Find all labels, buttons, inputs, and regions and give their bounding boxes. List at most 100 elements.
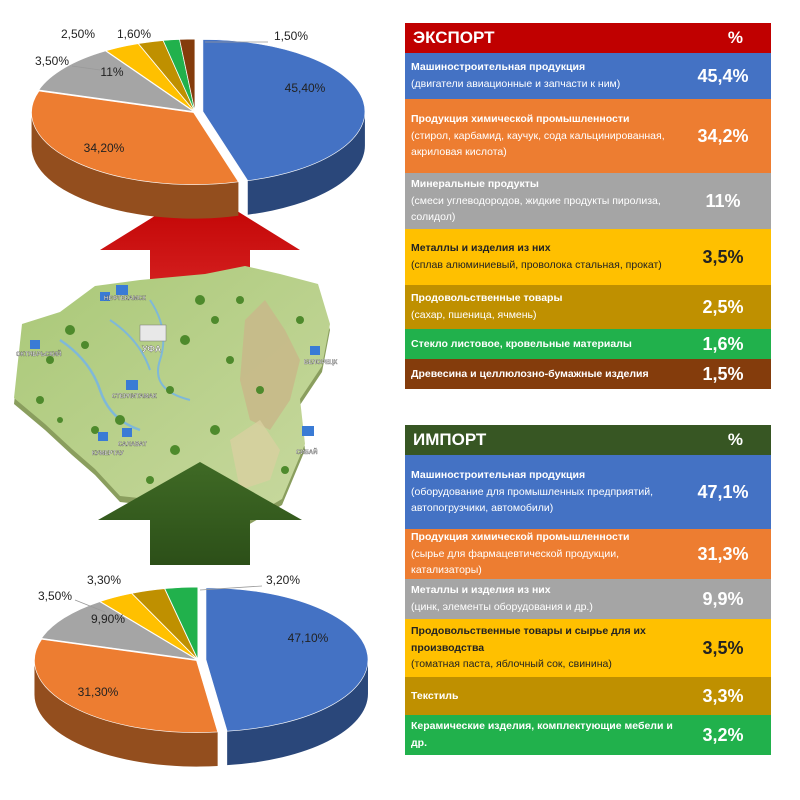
import-row: Машиностроительная продукция (оборудовани… xyxy=(405,455,771,529)
import-row-value: 3,5% xyxy=(702,637,744,658)
export-row: Продовольственные товары (сахар, пшеница,… xyxy=(405,285,771,329)
export-row-text: Древесина и целлюлозно-бумажные изделия xyxy=(411,366,683,383)
import-title: ИМПОРТ xyxy=(413,430,487,449)
export-row-value: 34,2% xyxy=(697,125,749,146)
import-row: Продовольственные товары и сырье для их … xyxy=(405,619,771,677)
import-row-detail: (томатная паста, яблочный сок, свинина) xyxy=(411,658,612,671)
pie-data-label: 34,20% xyxy=(84,141,125,155)
map-label-neftekamsk: НЕФТЕКАМСК xyxy=(104,296,146,302)
pie-data-label: 11% xyxy=(100,65,123,79)
pie-slice-side xyxy=(227,659,368,766)
pie-data-label: 3,50% xyxy=(35,54,69,68)
pie-slice-side xyxy=(247,111,365,215)
pie-leader-line xyxy=(74,599,106,613)
import-row: Текстиль 3,3% xyxy=(405,677,771,715)
pie-slice xyxy=(41,601,197,660)
import-row-title: Машиностроительная продукция xyxy=(411,468,586,481)
export-row-title: Металлы и изделия из них xyxy=(411,242,551,255)
pie-data-label: 3,20% xyxy=(266,573,300,587)
pie-slice xyxy=(99,593,198,660)
export-row-value: 11% xyxy=(705,190,741,211)
pie-data-label: 45,40% xyxy=(285,81,326,95)
pie-slice xyxy=(38,50,194,112)
export-row: Минеральные продукты (смеси углеводородов… xyxy=(405,173,771,229)
pie-leader-line xyxy=(199,585,263,591)
pie-data-label: 2,50% xyxy=(61,27,95,41)
import-pie-chart: 47,10% 31,30% 9,90% 3,50% 3,30% 3,20% xyxy=(34,573,369,767)
export-row-value: 45,4% xyxy=(697,65,749,86)
pie-slice xyxy=(179,38,196,112)
export-row-title: Машиностроительная продукция xyxy=(411,61,586,74)
map-label-sterlitamak: СТЕРЛИТАМАК xyxy=(112,394,157,400)
pie-slice xyxy=(34,639,219,733)
import-table: ИМПОРТ % Машиностроительная продукция (об… xyxy=(405,425,771,755)
pie-slice-side xyxy=(31,112,239,219)
import-row: Металлы и изделия из них (цинк, элементы … xyxy=(405,579,771,619)
export-row-value: 2,5% xyxy=(702,296,744,317)
pie-slice xyxy=(164,586,199,660)
pie-slice-side xyxy=(34,660,218,767)
import-row-text: Текстиль xyxy=(411,688,683,705)
import-row-text: Продовольственные товары и сырье для их … xyxy=(411,623,683,673)
import-row-detail: (оборудование для промышленных предприят… xyxy=(411,485,653,515)
export-row-text: Машиностроительная продукция (двигатели а… xyxy=(411,59,683,93)
pie-leader-line xyxy=(71,65,101,71)
export-row: Стекло листовое, кровельные материалы 1,6… xyxy=(405,329,771,359)
export-pie-chart: 45,40% 34,20% 11% 3,50% 2,50% 1,60% 1,50% xyxy=(31,27,366,219)
export-row-value: 1,6% xyxy=(702,333,744,354)
pie-slice xyxy=(105,43,195,112)
import-row-title: Продовольственные товары и сырье для их … xyxy=(411,624,646,654)
export-row-text: Стекло листовое, кровельные материалы xyxy=(411,336,683,353)
export-arrow xyxy=(100,188,300,290)
export-row-value: 1,5% xyxy=(702,363,744,384)
export-row: Машиностроительная продукция (двигатели а… xyxy=(405,53,771,99)
pie-data-label: 9,90% xyxy=(91,612,125,626)
map-label-oktyabrsky: ОКТЯБРЬСКИЙ xyxy=(16,350,61,358)
import-row-title: Текстиль xyxy=(411,689,459,702)
export-row-title: Продовольственные товары xyxy=(411,292,563,305)
pie-slice xyxy=(31,90,239,185)
export-row-detail: (двигатели авиационные и запчасти к ним) xyxy=(411,78,621,90)
import-row-text: Машиностроительная продукция (оборудовани… xyxy=(411,467,683,517)
pie-slice xyxy=(205,587,369,732)
import-row-value: 9,9% xyxy=(702,588,744,609)
export-row: Металлы и изделия из них (сплав алюминиев… xyxy=(405,229,771,285)
export-row: Продукция химической промышленности (стир… xyxy=(405,99,771,173)
import-row-title: Продукция химической промышленности xyxy=(411,530,630,543)
import-row-value: 47,1% xyxy=(697,481,749,502)
export-row-text: Продукция химической промышленности (стир… xyxy=(411,111,683,161)
pie-slice xyxy=(131,588,198,660)
export-title: ЭКСПОРТ xyxy=(413,28,495,47)
import-pct-header: % xyxy=(727,430,743,449)
export-row-detail: (сахар, пшеница, ячмень) xyxy=(411,309,537,321)
import-row-title: Керамические изделия, комплектующие мебе… xyxy=(411,720,673,749)
export-pct-header: % xyxy=(727,28,743,47)
import-row-text: Металлы и изделия из них (цинк, элементы … xyxy=(411,582,683,616)
region-map: УФА СТЕРЛИТАМАК САЛАВАТ КУМЕРТАУ СИБАЙ Б… xyxy=(14,266,338,528)
city-markers xyxy=(30,285,320,441)
export-row-text: Металлы и изделия из них (сплав алюминиев… xyxy=(411,240,683,274)
import-row-value: 3,2% xyxy=(702,724,744,745)
export-row-title: Древесина и целлюлозно-бумажные изделия xyxy=(411,367,649,380)
export-table-header: ЭКСПОРТ % xyxy=(405,23,771,53)
pie-data-label: 3,50% xyxy=(38,589,72,603)
import-row-detail: (цинк, элементы оборудования и др.) xyxy=(411,601,593,613)
export-row: Древесина и целлюлозно-бумажные изделия 1… xyxy=(405,359,771,389)
map-label-kumertau: КУМЕРТАУ xyxy=(92,451,124,457)
export-row-value: 3,5% xyxy=(702,246,744,267)
pie-data-label: 3,30% xyxy=(87,573,121,587)
pie-data-label: 1,50% xyxy=(274,29,308,43)
import-row: Продукция химической промышленности (сырь… xyxy=(405,529,771,579)
export-row-detail: (сплав алюминиевый, проволока стальная, … xyxy=(411,259,662,271)
map-label-beloretsk: БЕЛОРЕЦК xyxy=(304,360,338,366)
export-row-text: Продовольственные товары (сахар, пшеница,… xyxy=(411,290,683,324)
map-label-salavat: САЛАВАТ xyxy=(118,442,147,448)
import-row-detail: (сырье для фармацевтической продукции, к… xyxy=(411,547,620,577)
map-label-sibay: СИБАЙ xyxy=(296,448,317,456)
import-row: Керамические изделия, комплектующие мебе… xyxy=(405,715,771,755)
export-row-detail: (стирол, карбамид, каучук, сода кальцини… xyxy=(411,129,665,159)
import-table-header: ИМПОРТ % xyxy=(405,425,771,455)
export-row-text: Минеральные продукты (смеси углеводородов… xyxy=(411,176,683,226)
map-label-ufa: УФА xyxy=(142,344,162,354)
left-graphics: УФА СТЕРЛИТАМАК САЛАВАТ КУМЕРТАУ СИБАЙ Б… xyxy=(14,27,369,767)
